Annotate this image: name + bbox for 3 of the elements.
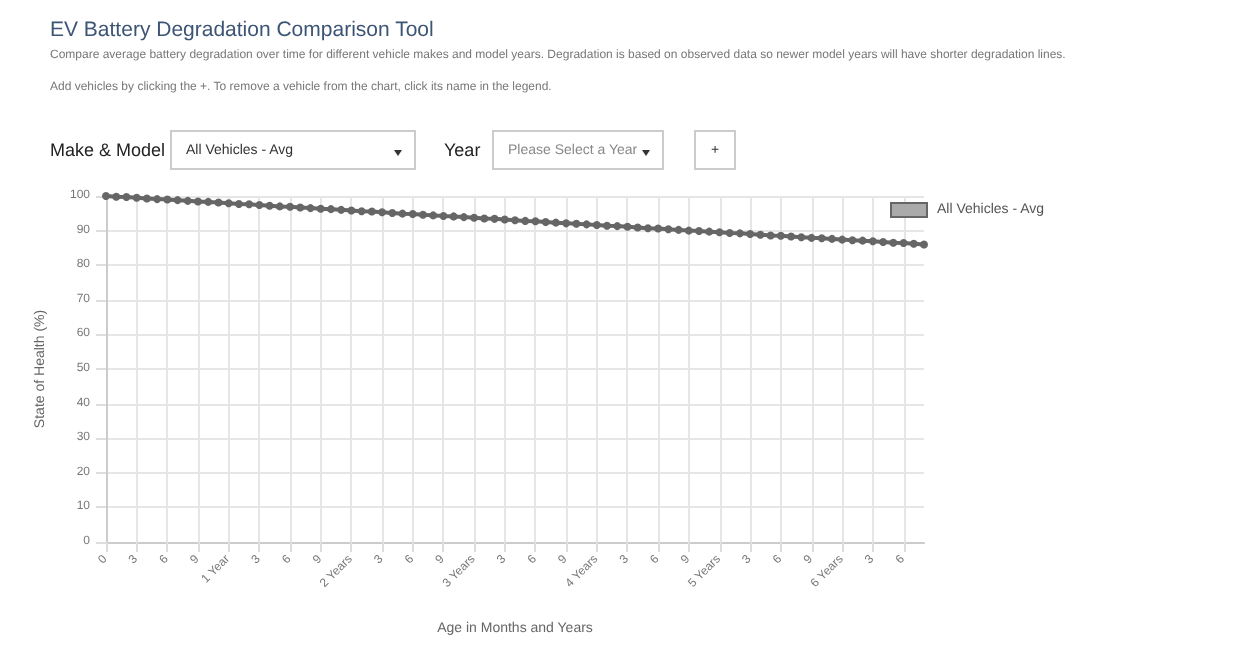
chart-title: EV Battery Degradation Comparison Tool (50, 18, 434, 42)
text: Year (444, 138, 481, 164)
text: Make & Model (50, 138, 166, 164)
